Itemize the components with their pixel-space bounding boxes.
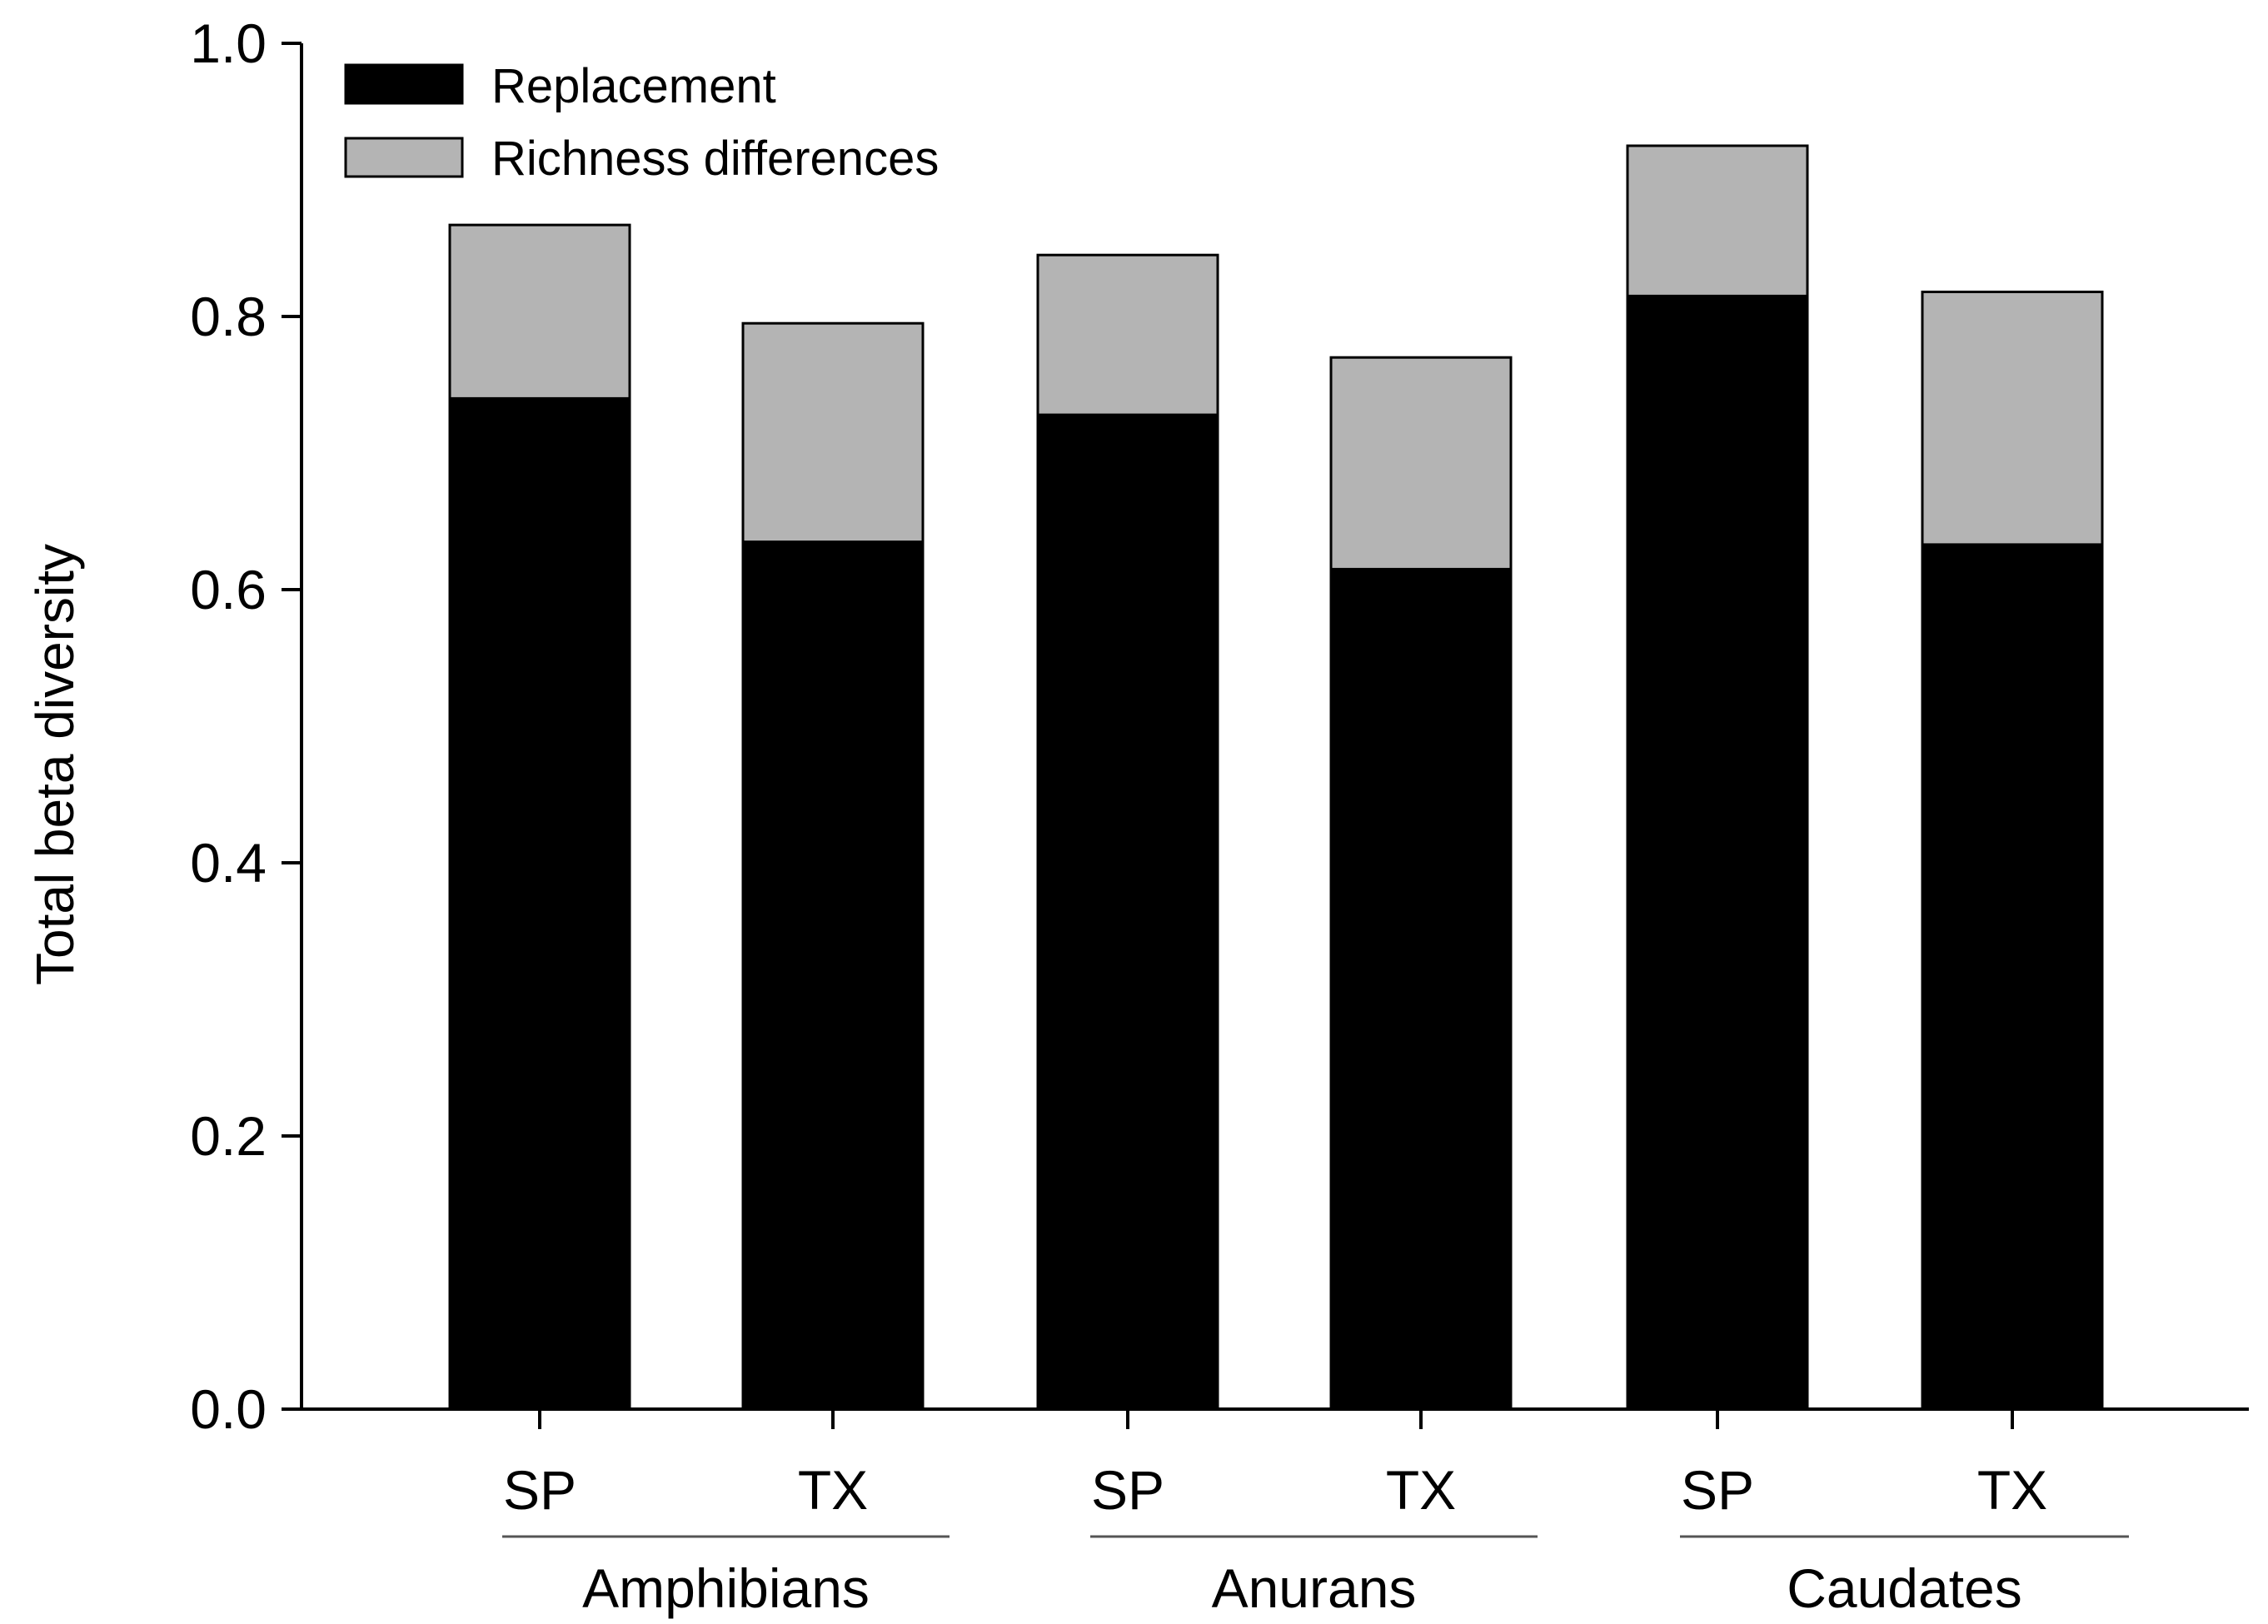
legend-swatch-replacement	[344, 63, 464, 105]
bar-replacement	[1626, 294, 1809, 1411]
y-tick-label: 0.0	[190, 1378, 267, 1440]
bar-replacement	[741, 541, 925, 1411]
bar-richness-differences	[1921, 290, 2104, 546]
bar-richness-differences	[1626, 144, 1809, 297]
bar-replacement	[1036, 413, 1219, 1411]
legend: Replacement Richness differences	[344, 59, 939, 186]
group-label: Caudates	[1787, 1557, 2022, 1619]
y-tick-label: 0.4	[190, 832, 267, 894]
y-tick-label: 0.2	[190, 1105, 267, 1167]
bar-replacement	[1329, 567, 1513, 1411]
legend-swatch-richness-differences	[344, 137, 464, 178]
legend-label-richness-differences: Richness differences	[491, 132, 939, 186]
bar-richness-differences	[448, 223, 631, 400]
x-tick-label: SP	[1091, 1459, 1164, 1521]
group-label: Anurans	[1212, 1557, 1417, 1619]
bar-replacement	[1921, 543, 2104, 1411]
bar-richness-differences	[1036, 253, 1219, 416]
bar-richness-differences	[1329, 356, 1513, 570]
y-tick-label: 0.6	[190, 559, 267, 620]
x-tick-label: TX	[1386, 1459, 1456, 1521]
x-tick-label: SP	[1681, 1459, 1754, 1521]
bar-richness-differences	[741, 321, 925, 544]
x-axis-ticks: SP TX SP TX SP TX	[503, 1409, 2047, 1521]
group-label: Amphibians	[582, 1557, 870, 1619]
bar-replacement	[448, 396, 631, 1411]
x-tick-label: TX	[1977, 1459, 2047, 1521]
x-tick-label: TX	[798, 1459, 868, 1521]
legend-label-replacement: Replacement	[491, 59, 776, 113]
y-axis-title: Total beta diversity	[25, 544, 85, 985]
bars	[448, 144, 2104, 1411]
y-tick-label: 1.0	[190, 12, 267, 74]
x-tick-label: SP	[503, 1459, 576, 1521]
group-labels: Amphibians Anurans Caudates	[502, 1535, 2129, 1619]
y-axis-ticks: 0.0 0.2 0.4 0.6 0.8 1.0	[190, 12, 302, 1440]
y-tick-label: 0.8	[190, 286, 267, 347]
